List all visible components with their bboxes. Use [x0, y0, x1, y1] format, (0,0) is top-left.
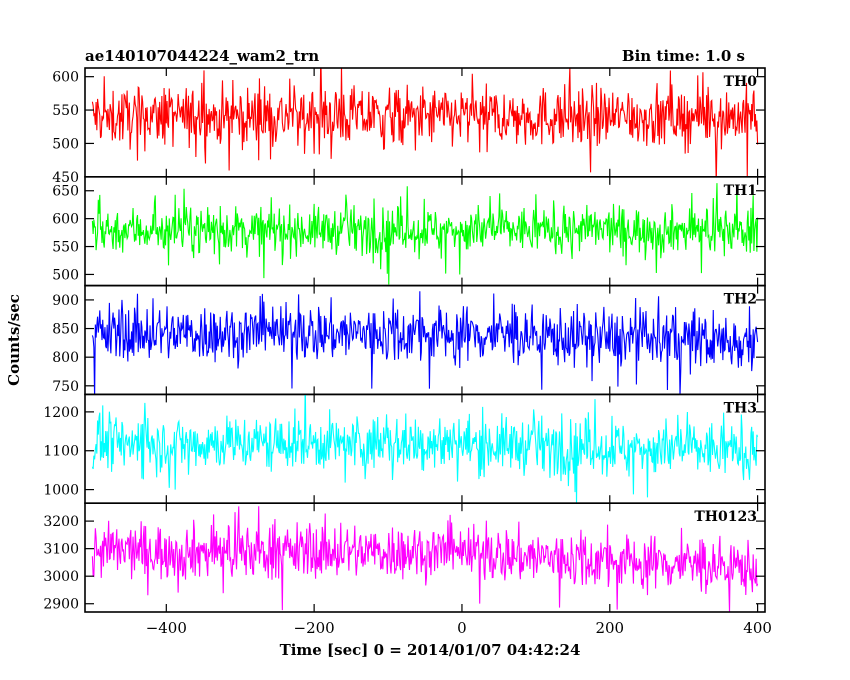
y-tick-label: 3000 [43, 569, 79, 585]
panel-frame [84, 502, 766, 613]
y-tick-label: 550 [52, 103, 79, 119]
series-label-th0: TH0 [724, 74, 758, 90]
panel-th0123: 2900 3000 3100 3200 TH0123 [43, 502, 766, 613]
series-line-th2 [91, 291, 759, 395]
panel-frame [84, 393, 766, 504]
series-label-th1: TH1 [724, 183, 757, 199]
y-tick-label: 900 [52, 293, 79, 309]
series-line-th3 [91, 394, 759, 504]
y-tick-label: 500 [52, 267, 79, 283]
panel-th0: 450 500 550 600 TH0 [52, 67, 766, 186]
y-tick-label: 800 [52, 350, 79, 366]
x-tick-label: 0 [457, 619, 467, 637]
y-tick-label: 3200 [43, 514, 79, 530]
x-tick-label: 200 [595, 619, 624, 637]
y-tick-label: 2900 [43, 597, 79, 613]
y-tick-label: 850 [52, 322, 79, 338]
y-tick-label: 750 [52, 379, 79, 395]
y-tick-label: 600 [52, 70, 79, 86]
chart-title: ae140107044224_wam2_trn [85, 47, 319, 65]
series-label-th0123: TH0123 [694, 509, 757, 525]
y-tick-label: 3100 [43, 542, 79, 558]
y-tick-label: 1100 [43, 444, 79, 460]
panels-group: 450 500 550 600 TH0 500 550 600 650 TH1 750 800 850 9… [43, 67, 772, 637]
series-label-th2: TH2 [724, 292, 757, 308]
x-tick-label: −200 [294, 619, 335, 637]
series-line-th0123 [91, 506, 759, 613]
y-tick-label: 500 [52, 136, 79, 152]
x-tick-label: −400 [146, 619, 187, 637]
y-tick-label: 1200 [43, 405, 79, 421]
y-tick-label: 650 [52, 184, 79, 200]
panel-th2: 750 800 850 900 TH2 [52, 284, 766, 396]
bin-time-label: Bin time: 1.0 s [622, 47, 745, 65]
y-axis-label: Counts/sec [5, 294, 23, 386]
y-tick-label: 1000 [43, 483, 79, 499]
series-label-th3: TH3 [724, 400, 757, 416]
series-line-th0 [91, 68, 759, 177]
x-tick-label: 400 [743, 619, 772, 637]
y-tick-label: 550 [52, 240, 79, 256]
series-line-th1 [91, 183, 759, 285]
x-axis-label: Time [sec] 0 = 2014/01/07 04:42:24 [280, 641, 581, 659]
panel-th1: 500 550 600 650 TH1 [52, 176, 766, 287]
y-tick-label: 600 [52, 212, 79, 228]
y-tick-label: 450 [52, 170, 79, 186]
panel-th3: 1000 1100 1200 TH3 [43, 393, 766, 504]
